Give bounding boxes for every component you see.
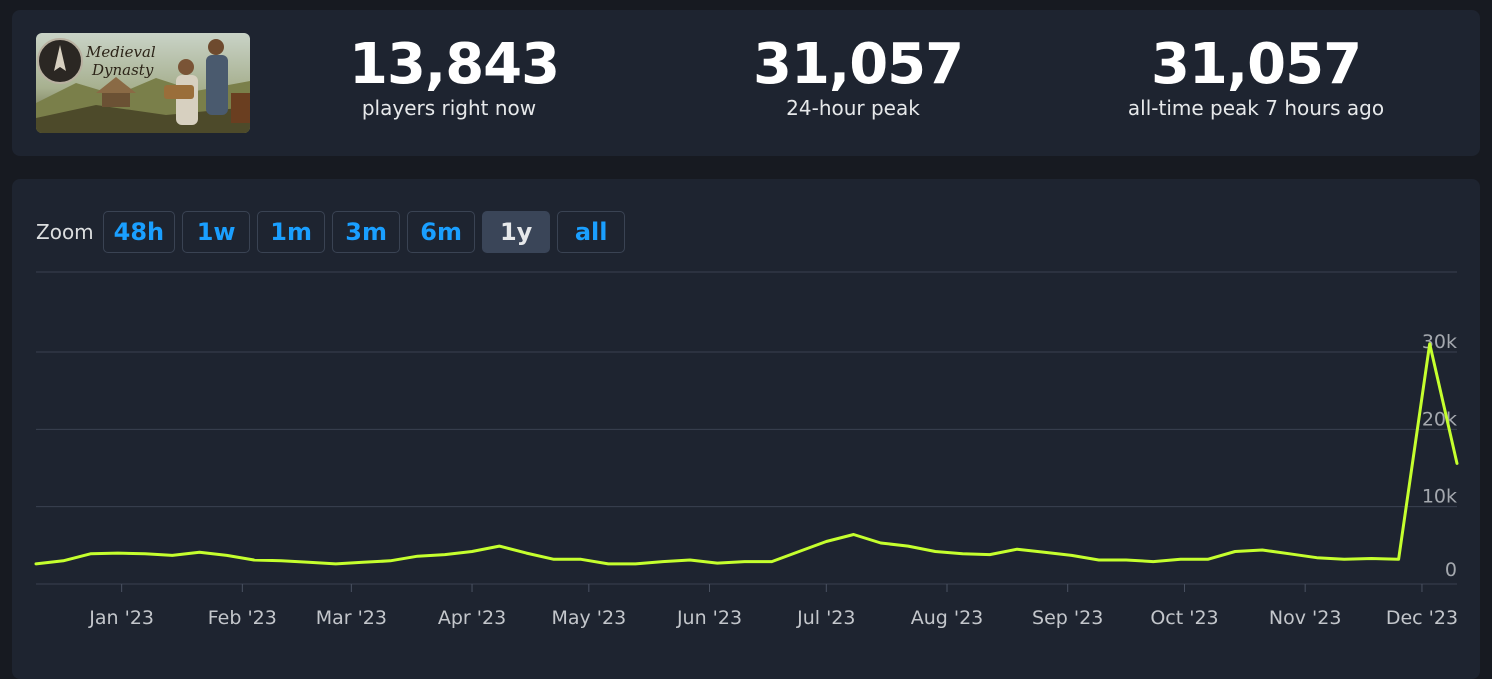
x-tick-label: May '23 — [551, 607, 626, 629]
y-tick-label: 10k — [1422, 486, 1457, 508]
y-tick-label: 30k — [1422, 331, 1457, 353]
x-tick-label: Jun '23 — [676, 607, 742, 629]
peak-24h-label: 24-hour peak — [786, 96, 920, 120]
y-tick-label: 0 — [1445, 559, 1457, 581]
zoom-1m-button[interactable]: 1m — [257, 211, 326, 253]
x-tick-label: Jan '23 — [88, 607, 154, 629]
x-tick-label: Sep '23 — [1032, 607, 1103, 629]
peak-24h-value: 31,057 — [753, 32, 964, 97]
x-tick-label: Mar '23 — [316, 607, 387, 629]
x-tick-label: Jul '23 — [796, 607, 855, 629]
peak-24h-stat: 31,057 24-hour peak — [753, 32, 964, 120]
game-logo-text: Medieval — [85, 43, 156, 61]
zoom-all-button[interactable]: all — [557, 211, 626, 253]
game-capsule-image[interactable]: Medieval Dynasty — [36, 33, 250, 133]
x-tick-label: Aug '23 — [911, 607, 984, 629]
current-players-value: 13,843 — [349, 32, 560, 97]
x-tick-label: Dec '23 — [1386, 607, 1458, 629]
stats-panel: Medieval Dynasty 13,843 players right no… — [12, 10, 1480, 156]
all-time-peak-stat: 31,057 all-time peak 7 hours ago — [1106, 32, 1406, 120]
all-time-peak-label: all-time peak 7 hours ago — [1127, 96, 1385, 120]
zoom-controls: Zoom 48h 1w 1m 3m 6m 1y all — [36, 210, 626, 254]
zoom-1w-button[interactable]: 1w — [182, 211, 251, 253]
zoom-label: Zoom — [36, 220, 94, 244]
player-count-line — [34, 342, 1459, 566]
all-time-peak-value: 31,057 — [1150, 32, 1362, 97]
x-tick-label: Apr '23 — [438, 607, 506, 629]
zoom-3m-button[interactable]: 3m — [332, 211, 401, 253]
y-tick-label: 20k — [1422, 408, 1457, 430]
current-players-label: players right now — [361, 96, 537, 120]
zoom-6m-button[interactable]: 6m — [407, 211, 476, 253]
zoom-48h-button[interactable]: 48h — [102, 211, 176, 253]
x-tick-label: Oct '23 — [1150, 607, 1218, 629]
game-logo-text: Dynasty — [91, 61, 154, 79]
current-players-stat: 13,843 players right now — [349, 32, 560, 120]
x-tick-label: Nov '23 — [1269, 607, 1342, 629]
zoom-1y-button[interactable]: 1y — [482, 211, 551, 253]
x-tick-label: Feb '23 — [208, 607, 277, 629]
game-art: Medieval Dynasty — [36, 33, 250, 133]
